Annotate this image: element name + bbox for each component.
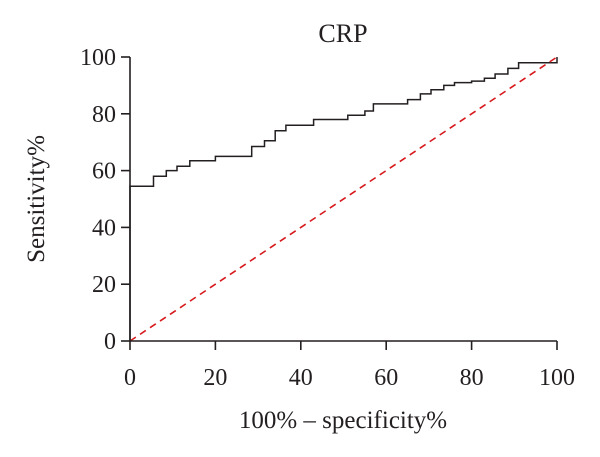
y-axis-label: Sensitivity% bbox=[23, 135, 50, 263]
chart-title: CRP bbox=[318, 19, 367, 48]
y-tick-label: 80 bbox=[92, 102, 116, 128]
roc-curve-line bbox=[129, 57, 558, 341]
y-tick-label: 0 bbox=[104, 329, 116, 355]
plot-area bbox=[129, 56, 558, 342]
x-tick-label: 100 bbox=[539, 365, 575, 391]
x-axis-label: 100% – specificity% bbox=[239, 407, 447, 434]
x-tick-label: 80 bbox=[460, 365, 484, 391]
reference-diagonal-line bbox=[129, 56, 558, 342]
y-tick-label: 40 bbox=[92, 215, 116, 241]
y-tick-label: 20 bbox=[92, 272, 116, 298]
x-tick-label: 40 bbox=[289, 365, 313, 391]
x-tick-label: 20 bbox=[203, 365, 227, 391]
y-tick-label: 60 bbox=[92, 159, 116, 185]
x-tick-label: 60 bbox=[374, 365, 398, 391]
x-tick-label: 0 bbox=[124, 365, 136, 391]
y-tick-label: 100 bbox=[80, 45, 116, 71]
axes: 0 20 40 60 80 100 0 20 40 60 80 100 bbox=[80, 45, 575, 391]
y-axis-label-group: Sensitivity% bbox=[23, 135, 50, 263]
